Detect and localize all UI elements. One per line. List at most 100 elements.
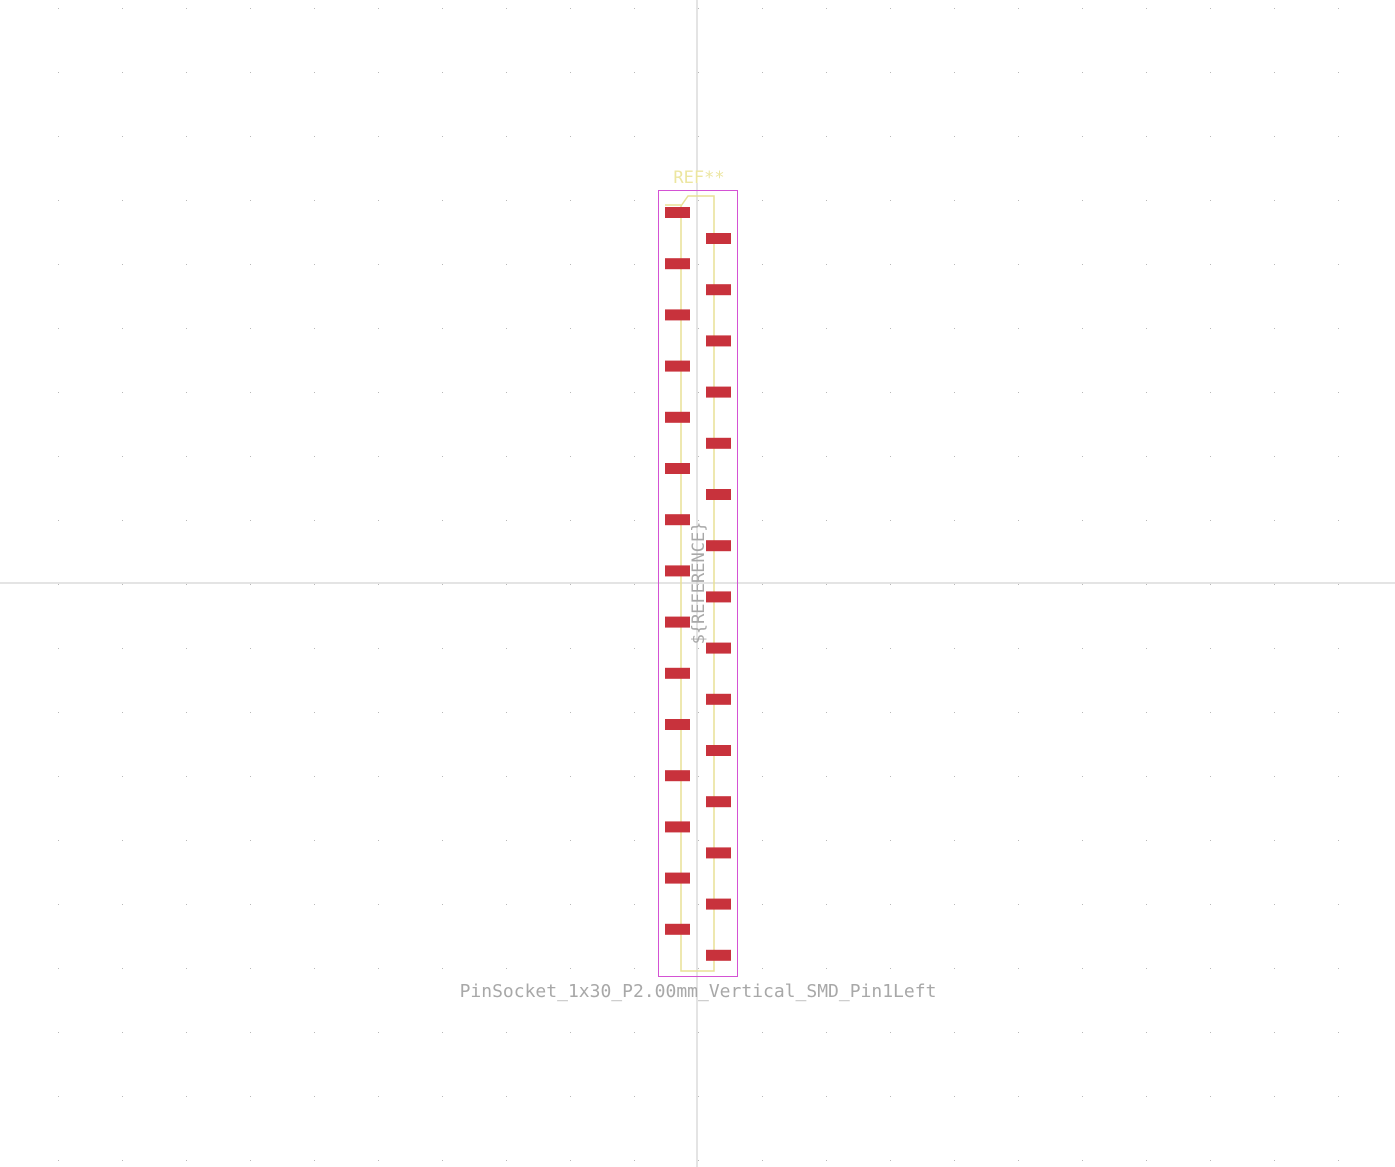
pad-29[interactable] [665, 923, 690, 935]
grid-dot [698, 520, 699, 521]
pad-5[interactable] [665, 309, 690, 321]
pads-group[interactable] [665, 207, 731, 961]
pad-1[interactable] [665, 207, 690, 218]
grid-dot [378, 264, 379, 265]
pad-22[interactable] [706, 745, 731, 756]
reference-designator[interactable]: REF** [673, 168, 724, 188]
pad-16[interactable] [706, 591, 731, 603]
pad-3[interactable] [665, 258, 690, 270]
pad-26[interactable] [706, 847, 731, 859]
pad-10[interactable] [706, 437, 731, 449]
grid-dot [698, 584, 699, 585]
pad-24[interactable] [706, 796, 731, 808]
pad-12[interactable] [706, 489, 731, 500]
grid-dot [186, 904, 187, 905]
grid-dot [698, 776, 699, 777]
grid-dot [1018, 1032, 1019, 1033]
grid-dot [1210, 136, 1211, 137]
grid-dot [314, 904, 315, 905]
fab-reference-label[interactable]: ${REFERENCE} [689, 522, 709, 645]
grid-dot [1338, 200, 1339, 201]
grid-dot [506, 968, 507, 969]
pad-18[interactable] [706, 642, 731, 654]
courtyard-outline[interactable] [658, 190, 738, 977]
grid-dot [570, 1160, 571, 1161]
grid-dot [1210, 712, 1211, 713]
grid-dot [570, 136, 571, 137]
pad-7[interactable] [665, 360, 690, 372]
pad-13[interactable] [665, 514, 690, 526]
pad-20[interactable] [706, 693, 731, 705]
pad-14[interactable] [706, 540, 731, 552]
grid-dot [698, 840, 699, 841]
pad-8[interactable] [706, 386, 731, 398]
grid-dot [826, 136, 827, 137]
grid-dot [506, 712, 507, 713]
grid-dot [1082, 456, 1083, 457]
grid-dot [1018, 392, 1019, 393]
grid-dot [570, 520, 571, 521]
pad-17[interactable] [665, 616, 690, 628]
grid-dot [506, 904, 507, 905]
grid-dot [1018, 712, 1019, 713]
grid-dot [634, 200, 635, 201]
grid-dot [1146, 72, 1147, 73]
grid-dot [58, 1096, 59, 1097]
grid-dot [1338, 136, 1339, 137]
grid-dot [1082, 840, 1083, 841]
pad-11[interactable] [665, 463, 690, 474]
grid-dot [954, 776, 955, 777]
grid-dot [634, 968, 635, 969]
grid-dot [1274, 904, 1275, 905]
grid-dot [314, 968, 315, 969]
grid-dot [698, 392, 699, 393]
grid-dot [250, 136, 251, 137]
grid-dot [1018, 776, 1019, 777]
pad-30[interactable] [706, 949, 731, 961]
grid-dot [570, 200, 571, 201]
pad-25[interactable] [665, 821, 690, 833]
pad-15[interactable] [665, 565, 690, 577]
grid-dot [826, 200, 827, 201]
grid-dot [1082, 584, 1083, 585]
grid-dot [954, 392, 955, 393]
pad-9[interactable] [665, 411, 690, 423]
grid-dot [1210, 72, 1211, 73]
grid-dot [570, 584, 571, 585]
grid-dot [58, 520, 59, 521]
grid-dot [442, 712, 443, 713]
pad-19[interactable] [665, 667, 690, 679]
grid-dot [954, 1160, 955, 1161]
grid-dot [634, 264, 635, 265]
grid-dot [122, 648, 123, 649]
grid-dot [378, 456, 379, 457]
grid-dot [250, 8, 251, 9]
grid-dot [122, 968, 123, 969]
pad-2[interactable] [706, 233, 731, 244]
grid-dot [762, 392, 763, 393]
grid-dot [1146, 584, 1147, 585]
pad-23[interactable] [665, 770, 690, 782]
grid-dot [1210, 392, 1211, 393]
grid-dot [762, 8, 763, 9]
grid-dot [826, 72, 827, 73]
pad-4[interactable] [706, 284, 731, 296]
grid-dot [378, 904, 379, 905]
silkscreen-outline[interactable] [665, 195, 715, 972]
grid-dot [378, 968, 379, 969]
grid-dot [442, 200, 443, 201]
grid-dot [250, 584, 251, 585]
grid-dot [570, 328, 571, 329]
pad-6[interactable] [706, 335, 731, 347]
grid-dot [314, 200, 315, 201]
grid-dot [1274, 712, 1275, 713]
footprint-value-label[interactable]: PinSocket_1x30_P2.00mm_Vertical_SMD_Pin1… [460, 981, 937, 1002]
grid-dot [1018, 968, 1019, 969]
pad-27[interactable] [665, 872, 690, 884]
pad-28[interactable] [706, 898, 731, 910]
grid-dot [890, 840, 891, 841]
pad-21[interactable] [665, 719, 690, 730]
grid-dot [1338, 968, 1339, 969]
